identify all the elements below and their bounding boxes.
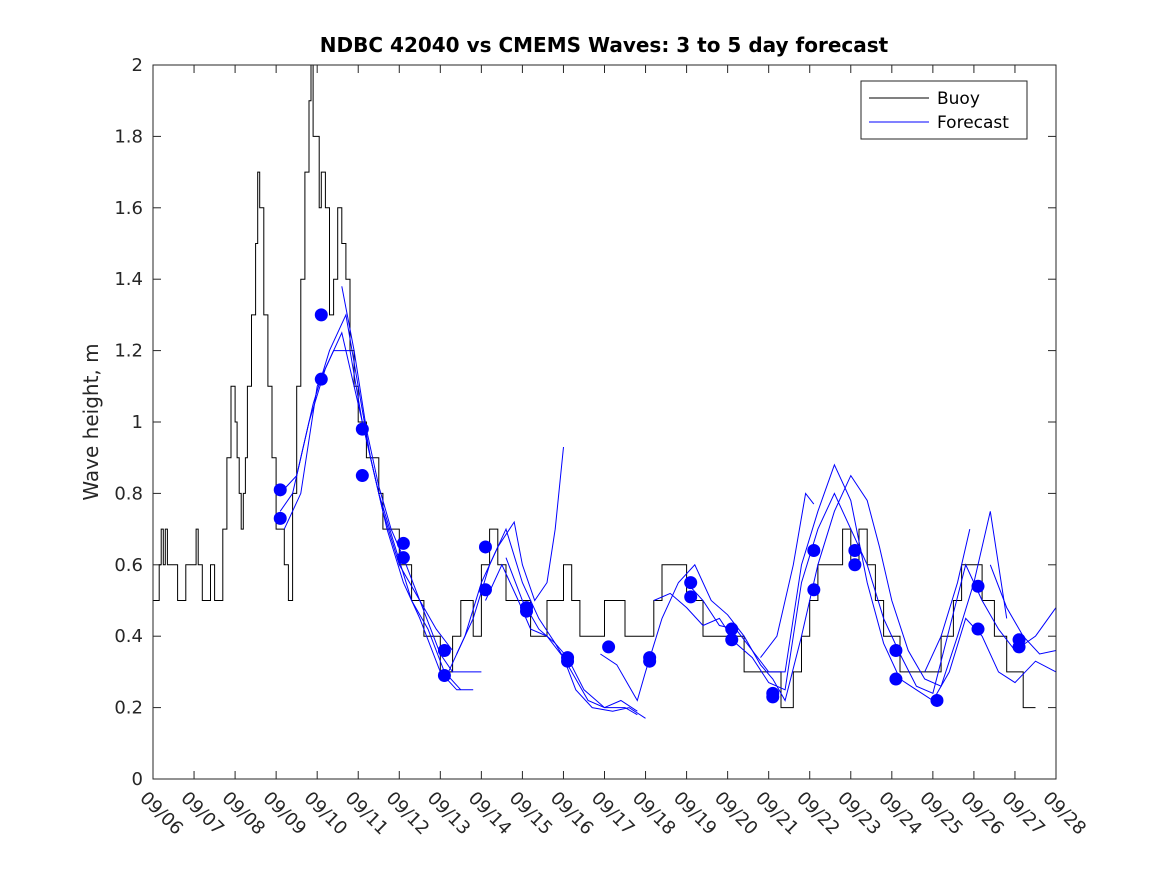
forecast-marker [807, 544, 821, 558]
forecast-line [448, 446, 564, 673]
legend-forecast-label: Forecast [937, 113, 1009, 133]
axes-box [152, 64, 1057, 780]
forecast-marker [561, 654, 575, 668]
y-tick-label: 1.8 [114, 126, 143, 147]
chart-title: NDBC 42040 vs CMEMS Waves: 3 to 5 day fo… [320, 33, 889, 57]
forecast-marker [971, 622, 985, 636]
forecast-line [283, 350, 462, 691]
tick-marks [152, 64, 1057, 780]
forecast-marker [602, 640, 616, 654]
y-tick-label: 0.4 [114, 626, 143, 647]
y-tick-label: 0 [132, 769, 143, 790]
y-tick-label: 0.6 [114, 555, 143, 576]
forecast-marker [478, 583, 492, 597]
forecast-line [653, 492, 1057, 694]
forecast-marker [478, 540, 492, 554]
forecast-line [686, 463, 1057, 702]
forecast-marker [684, 590, 698, 604]
forecast-marker [725, 633, 739, 647]
y-tick-label: 1.2 [114, 341, 143, 362]
forecast-marker [314, 308, 328, 322]
buoy-line [153, 64, 1036, 709]
forecast-marker [889, 643, 903, 657]
forecast-marker [396, 551, 410, 565]
forecast-line [760, 492, 815, 658]
forecast-marker [273, 511, 287, 525]
forecast-marker [355, 469, 369, 483]
forecast-marker [848, 544, 862, 558]
forecast-line [924, 528, 971, 673]
forecast-marker [1012, 640, 1026, 654]
forecast-marker [807, 583, 821, 597]
y-tick-label: 1 [132, 412, 143, 433]
y-tick-label: 0.8 [114, 483, 143, 504]
y-tick-labels: 0 0.2 0.4 0.6 0.8 1 1.2 1.4 1.6 1.8 2 [114, 55, 143, 790]
legend: Buoy Forecast [860, 80, 1028, 140]
plot-area [153, 65, 1056, 779]
forecast-marker [273, 483, 287, 497]
legend-box [860, 80, 1028, 140]
data-layer [153, 64, 1057, 719]
forecast-marker [930, 693, 944, 707]
forecast-marker [848, 558, 862, 572]
forecast-marker [971, 579, 985, 593]
forecast-line [456, 527, 638, 716]
forecast-marker [725, 622, 739, 636]
forecast-marker [684, 576, 698, 590]
y-tick-label: 2 [132, 55, 143, 76]
forecast-marker [437, 643, 451, 657]
y-tick-label: 1.6 [114, 198, 143, 219]
y-axis-label: Wave height, m [79, 343, 103, 500]
legend-buoy-label: Buoy [937, 89, 980, 109]
forecast-line [600, 474, 1008, 702]
forecast-marker [766, 690, 780, 704]
forecast-marker [437, 668, 451, 682]
y-tick-label: 1.4 [114, 269, 143, 290]
forecast-marker [889, 672, 903, 686]
forecast-marker [314, 372, 328, 386]
forecast-marker [396, 536, 410, 550]
forecast-marker [643, 654, 657, 668]
y-tick-label: 0.2 [114, 698, 143, 719]
forecast-line [341, 286, 453, 651]
forecast-marker [355, 422, 369, 436]
forecast-marker [520, 604, 534, 618]
